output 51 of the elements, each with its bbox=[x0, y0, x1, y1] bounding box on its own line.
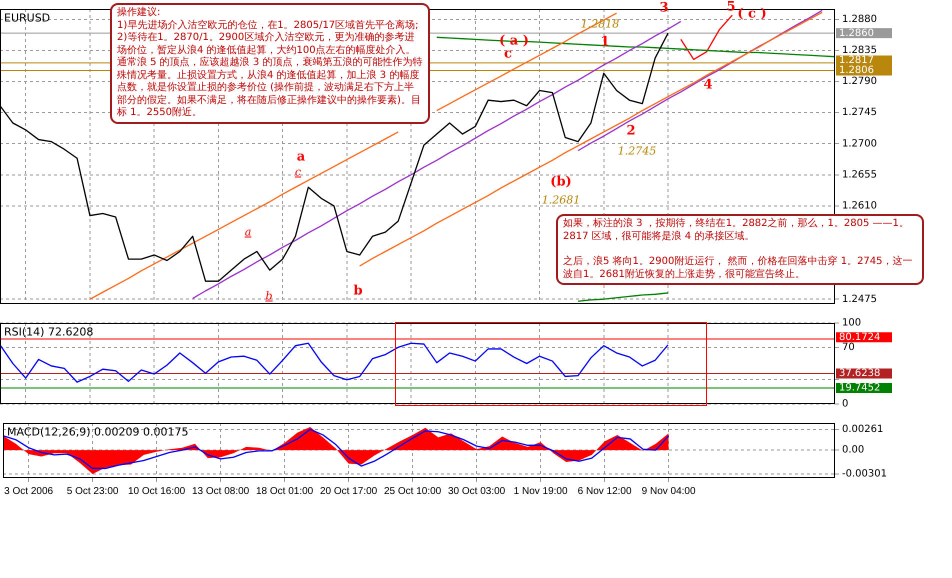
annotation: 4 bbox=[703, 78, 713, 92]
annotation: a bbox=[296, 150, 306, 164]
y-tick-label: 1.2745 bbox=[842, 107, 877, 118]
chart-title: MACD(12,26,9) 0.00209 0.00175 bbox=[7, 425, 189, 438]
x-tick-label: 5 Oct 23:00 bbox=[66, 486, 119, 497]
ref-line-label: 1.2860 bbox=[839, 28, 874, 39]
ref-line-label: 37.6238 bbox=[839, 368, 880, 380]
y-tick-label: 100 bbox=[842, 318, 862, 329]
y-tick-label: 1.2475 bbox=[842, 294, 877, 305]
annotation: c bbox=[294, 166, 302, 178]
x-tick-label: 1 Nov 19:00 bbox=[514, 486, 568, 497]
x-tick-label: 9 Nov 04:00 bbox=[642, 486, 696, 497]
x-tick-label: 10 Oct 16:00 bbox=[128, 486, 186, 497]
annotation: ( c ) bbox=[737, 6, 767, 22]
annotation: 2)等待在1。2870/1。2900区域介入沽空欧元，更为准确的参考进场价位，暂定从浪4 的逢低值起算，大约100点左右的幅度处介入。通常浪 5 的顶点，应该超越浪 3 的顶点，衰竭第五浪的可能性作为特殊情况考量。止损设置方式，从浪4 的逢低值起算，加上浪 3 的幅度点数，就是你设置止损的参考价位 (操作前提，波动满足右下方上半部分的假定。如果不满足，将在随后修正操作建议中的操作要素)。目标 1。2550附近。 bbox=[117, 32, 423, 120]
annotation: 如果，标注的浪 3 ，按期待，终结在1。2882之前，那么，1。2805 ——1。2817 区域，很可能将是浪 4 的承接区域。 bbox=[563, 218, 910, 243]
x-tick-label: 18 Oct 01:00 bbox=[256, 486, 314, 497]
annotation: a bbox=[244, 226, 252, 238]
y-tick-label: 1.2790 bbox=[842, 76, 877, 88]
x-tick-label: 6 Nov 12:00 bbox=[578, 486, 632, 497]
y-tick-label: 0.00 bbox=[842, 444, 864, 456]
y-tick-label: -0.00301 bbox=[842, 468, 887, 480]
ref-line-label: 80.1724 bbox=[839, 332, 880, 343]
annotation: b bbox=[353, 284, 363, 298]
annotation: 1.2681 bbox=[542, 194, 580, 206]
y-tick-label: 70 bbox=[842, 342, 855, 353]
annotation: (b) bbox=[550, 174, 572, 190]
x-tick-label: 3 Oct 2006 bbox=[4, 486, 54, 497]
ref-line-label: 1.2806 bbox=[839, 65, 874, 76]
annotation: 2 bbox=[626, 124, 636, 138]
ref-line-label: 19.7452 bbox=[839, 382, 880, 394]
y-tick-label: 0 bbox=[842, 398, 848, 410]
y-tick-label: 0.00261 bbox=[842, 424, 884, 435]
ref-line-label: 1.2817 bbox=[839, 55, 874, 66]
annotation: 之后，浪5 将向1。2900附近运行， 然而，价格在回落中击穿 1。2745，这一波自1。2681附近恢复的上涨走势，很可能宣告终止。 bbox=[563, 256, 914, 281]
x-tick-label: 30 Oct 03:00 bbox=[448, 486, 506, 497]
annotation: b bbox=[265, 290, 273, 302]
y-tick-label: 1.2610 bbox=[842, 200, 877, 212]
annotation: 操作建议: bbox=[117, 7, 162, 20]
y-tick-label: 1.2880 bbox=[842, 14, 877, 25]
annotation: c bbox=[504, 46, 512, 62]
annotation: 1.2745 bbox=[618, 144, 656, 158]
y-tick-label: 1.2835 bbox=[842, 45, 877, 56]
chart-title: EURUSD bbox=[4, 11, 50, 24]
x-tick-label: 25 Oct 10:00 bbox=[384, 486, 442, 497]
chart-title: RSI(14) 72.6208 bbox=[4, 325, 94, 338]
x-tick-label: 20 Oct 17:00 bbox=[320, 486, 378, 497]
y-tick-label: 1.2700 bbox=[842, 138, 877, 150]
annotation: 1)早先进场介入沽空欧元的仓位，在1。2805/17区域首先平仓离场; bbox=[117, 20, 420, 32]
x-tick-label: 13 Oct 08:00 bbox=[192, 486, 250, 497]
y-tick-label: 1.2655 bbox=[842, 169, 877, 180]
